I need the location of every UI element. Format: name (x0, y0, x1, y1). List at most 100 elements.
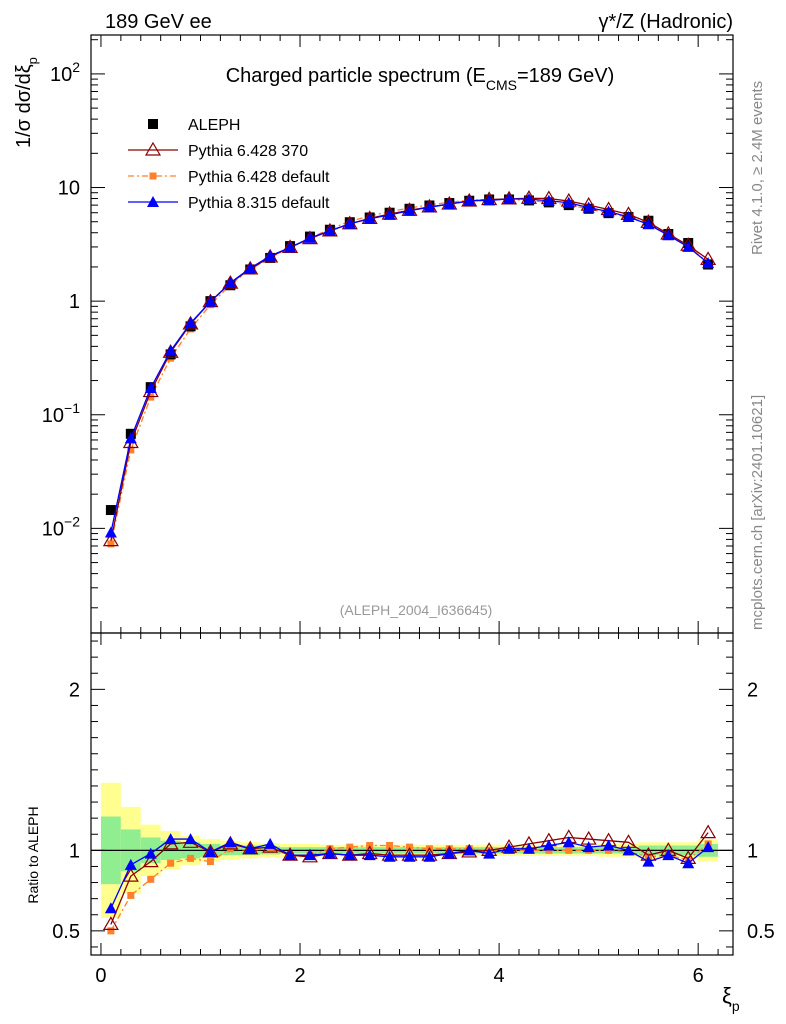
data-point (443, 198, 456, 210)
data-point (264, 837, 277, 849)
data-point (700, 824, 717, 839)
data-point (224, 276, 237, 288)
data-point (622, 844, 635, 856)
y-tick-label-right: 0.5 (747, 921, 775, 943)
data-point (222, 274, 239, 289)
legend-label: Pythia 6.428 default (188, 169, 330, 186)
data-point (423, 850, 436, 862)
data-point (147, 196, 159, 207)
data-point (204, 845, 217, 857)
data-point (542, 839, 555, 851)
data-point (105, 505, 116, 516)
header-right: γ*/Z (Hadronic) (599, 11, 733, 33)
data-point (224, 836, 237, 848)
data-point (284, 241, 297, 253)
data-point (503, 192, 516, 204)
legend-label: Pythia 6.428 370 (188, 143, 308, 160)
data-point (522, 842, 535, 854)
data-point (148, 119, 158, 129)
data-point (127, 891, 135, 899)
data-point (483, 847, 496, 859)
data-point (562, 196, 575, 208)
ratio-series (102, 824, 717, 935)
y-tick-label: 102 (50, 59, 80, 86)
y-tick-label: 10 (58, 178, 80, 200)
main-ylabel: 1/σ dσ/dξp (13, 57, 40, 148)
data-point (164, 833, 177, 845)
data-point (702, 257, 715, 269)
data-point (127, 446, 135, 454)
data-point (343, 217, 356, 229)
data-point (662, 229, 675, 241)
data-point (122, 867, 139, 882)
rivet-label: Rivet 4.1.0, ≥ 2.4M events (749, 81, 766, 255)
data-point (522, 193, 535, 205)
data-point (262, 248, 279, 263)
data-point (582, 841, 595, 853)
data-point (164, 344, 177, 356)
y-tick-label-right: 2 (747, 679, 758, 701)
legend: ALEPH Pythia 6.428 370 Pythia 6.428 defaul… (128, 117, 330, 212)
main-panel: 10−2 10−1 1 10 102 (ALEPH_2004_I636645) Char… (13, 34, 734, 955)
data-point (582, 201, 595, 213)
data-point (162, 344, 179, 358)
mcplots-label: mcplots.cern.ch [arXiv:2401.10621] (749, 395, 766, 630)
data-point (204, 295, 217, 307)
ratio-frame (90, 632, 734, 956)
legend-label: Pythia 8.315 default (188, 195, 330, 212)
x-tick-label: 6 (693, 965, 704, 987)
y-tick-label: 0.5 (52, 921, 80, 943)
y-tick-label: 1 (69, 291, 80, 313)
data-point (383, 208, 396, 220)
data-point (363, 212, 376, 224)
y-tick-label: 2 (69, 679, 80, 701)
data-point (124, 432, 137, 444)
data-point (107, 540, 115, 548)
data-point (443, 847, 456, 859)
data-point (149, 172, 157, 180)
data-point (463, 194, 476, 206)
data-point (702, 841, 715, 853)
ratio-ylabel: Ratio to ALEPH (25, 806, 41, 903)
data-point (206, 858, 214, 866)
data-point (107, 927, 115, 935)
data-point (303, 849, 316, 861)
data-point (184, 833, 197, 845)
ratio-xlabel: ξp (722, 983, 740, 1014)
x-tick-label: 4 (494, 965, 505, 987)
ratio-axes: 0 2 4 6 0.5 0.5 1 1 2 2 (52, 632, 775, 987)
main-axes: 10−2 10−1 1 10 102 (42, 34, 734, 955)
y-tick-label: 10−1 (42, 400, 80, 427)
data-point (542, 194, 555, 206)
x-tick-label: 0 (95, 965, 106, 987)
data-point (682, 857, 695, 869)
data-point (147, 875, 155, 883)
data-point (483, 194, 496, 206)
data-point (144, 847, 157, 859)
data-point (184, 317, 197, 329)
data-point (284, 849, 297, 861)
data-point (144, 141, 162, 156)
data-point (167, 859, 175, 867)
data-point (642, 218, 655, 230)
y-tick-label: 1 (69, 840, 80, 862)
series-line-py6_370 (110, 197, 709, 541)
data-point (501, 190, 518, 205)
data-point (104, 902, 117, 914)
data-point (682, 240, 695, 252)
main-series (102, 190, 717, 548)
data-point (264, 249, 277, 261)
data-point (242, 260, 259, 275)
data-point (423, 201, 436, 213)
data-point (323, 224, 336, 236)
data-point (244, 262, 257, 274)
series-line-py8_default (110, 198, 709, 533)
ratio-panel: 0 2 4 6 0.5 0.5 1 1 2 2 Ratio to ALEPH ξp (25, 632, 775, 1014)
y-tick-label: 10−2 (42, 513, 80, 540)
data-point (187, 854, 195, 862)
data-point (622, 211, 635, 223)
series-line-py6_default (110, 198, 709, 545)
data-point (602, 839, 615, 851)
data-point (562, 836, 575, 848)
